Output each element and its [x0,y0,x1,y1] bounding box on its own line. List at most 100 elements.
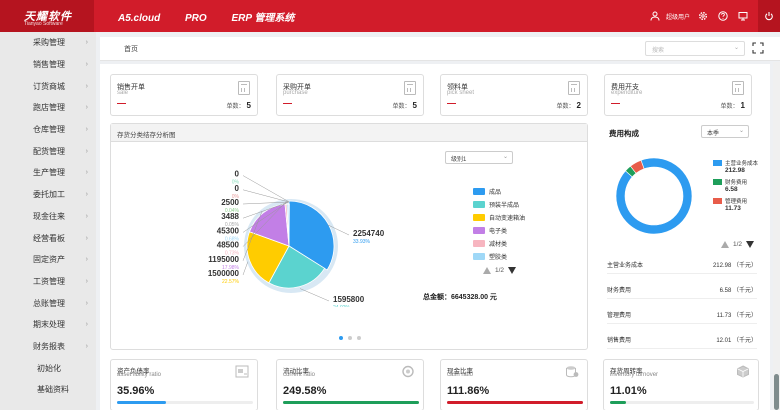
chevron-right-icon: › [85,299,88,307]
sidebar-item-cash[interactable]: 现金往来 › [0,206,96,228]
expenditure-card[interactable]: 费用开支 expenditure 单数： 1 [604,74,752,116]
inventory-legend: 成品预装半成品自动变速箱油电子类减材类塑胶类 [473,187,553,267]
page-down-icon[interactable] [508,267,517,274]
period-select[interactable]: 本季 ⌄ [701,125,749,138]
sidebar-item-label: 现金往来 [33,211,65,221]
donut-segment[interactable] [630,159,645,174]
sidebar-item-period-end[interactable]: 期末处理 › [0,314,96,336]
breadcrumb-home[interactable]: 首页 [124,46,138,53]
legend-item[interactable]: 电子类 [473,226,507,235]
legend-item[interactable]: 塑胶类 [473,252,507,261]
legend-swatch [713,160,722,166]
pie-leader-line [242,211,263,261]
chevron-right-icon: › [85,234,88,242]
sidebar-item-purchase[interactable]: 采购管理 › [0,32,96,54]
sidebar-item-ordering-mall[interactable]: 订货商城 › [0,75,96,97]
help-icon[interactable] [716,9,730,23]
inventory-turnover-card[interactable]: 存货周转率 inventory turnover 11.01% [603,359,759,410]
fullscreen-icon[interactable] [752,42,764,54]
cash-ratio-card[interactable]: 现金比率 cash ratio 111.86% [440,359,588,410]
legend-pager[interactable]: 1/2 [483,267,517,274]
sidebar-item-ledger[interactable]: 总账管理 › [0,292,96,314]
legend-label: 塑胶类 [489,255,508,261]
logo[interactable]: 天耀软件 Tianyao Software [0,0,94,32]
sidebar-item-sales[interactable]: 销售管理 › [0,54,96,76]
gear-icon[interactable] [696,9,710,23]
logo-subtext: Tianyao Software [24,21,63,27]
asset-liability-ratio-card[interactable]: 资产负债率 asset libility ratio 35.96% [110,359,258,410]
donut-segment[interactable] [615,157,693,235]
sidebar-item-production[interactable]: 生产管理 › [0,162,96,184]
nav-a5cloud[interactable]: A5.cloud [118,13,161,24]
carousel-dot[interactable] [348,336,352,340]
pie-slice[interactable] [246,231,290,284]
top-nav: A5.cloud PRO ERP 管理系统 [118,9,316,24]
scrollbar-thumb[interactable] [774,374,779,410]
chevron-down-icon: ⌄ [733,45,739,51]
sidebar-item-reports[interactable]: 财务报表 › [0,336,96,358]
card-subtitle: expenditure [611,90,643,96]
legend-value: 11.73 [725,205,741,212]
pie-value-label: 0 [235,184,240,193]
top-bar: 天耀软件 Tianyao Software A5.cloud PRO ERP 管… [0,0,780,32]
pie-leader-line [242,201,288,233]
nav-pro[interactable]: PRO [185,13,207,24]
sidebar-item-basic-data[interactable]: 基础资料 [0,379,96,401]
legend-item[interactable]: 自动变速箱油 [473,213,525,222]
sidebar-item-outsourcing[interactable]: 委托加工 › [0,184,96,206]
pie-percent-label: 0.04% [225,208,240,214]
legend-swatch [473,240,485,247]
nav-erp[interactable]: ERP 管理系统 [231,13,295,24]
carousel-dot[interactable] [357,336,361,340]
expense-pager[interactable]: 1/2 [721,241,755,248]
ratio-progress [117,401,253,404]
power-icon[interactable] [758,0,780,32]
carousel-dot[interactable] [339,336,343,340]
card-title: 现金比率 [447,368,473,375]
purchase-card[interactable]: 采购开单 purchase 单数： 5 [276,74,424,116]
expense-row: 管理费用 11.73 （千元） [607,304,757,324]
legend-item[interactable]: 成品 [473,187,501,196]
page-down-icon[interactable] [746,241,755,248]
sidebar-item-label: 仓库管理 [33,125,65,135]
page-up-icon[interactable] [721,241,729,248]
sidebar-item-init[interactable]: 初始化 [0,357,96,379]
expense-title: 费用构成 [609,129,639,138]
chevron-down-icon: ⌄ [502,154,508,160]
monitor-icon[interactable] [736,9,750,23]
ratio-progress-fill [447,401,583,404]
expense-page: 1/2 [733,241,743,248]
card-title: 领料单 [447,84,468,91]
legend-item[interactable]: 减材类 [473,239,507,248]
page-up-icon[interactable] [483,267,491,274]
sidebar-item-fixed-assets[interactable]: 固定资产 › [0,249,96,271]
current-ratio-card[interactable]: 流动比率 current ratio 249.58% [276,359,424,410]
legend-item[interactable]: 预装半成品 [473,200,519,209]
pie-slice[interactable] [268,245,326,289]
sale-card[interactable]: 销售开单 sale 单数： 5 [110,74,258,116]
user-icon[interactable] [648,9,662,23]
search-input[interactable]: 搜索 ⌄ [645,41,745,56]
sidebar-item-payroll[interactable]: 工资管理 › [0,271,96,293]
pick-sheet-card[interactable]: 领料单 pick sheet 单数： 2 [440,74,588,116]
sidebar-item-dashboard[interactable]: 经营看板 › [0,227,96,249]
pie-value-label: 3488 [221,212,239,221]
refresh-icon [402,365,414,378]
scrollbar[interactable] [773,62,780,410]
card-count: 单数： 2 [557,101,581,110]
search-placeholder: 搜索 [652,48,665,54]
main-content: 销售开单 sale 单数： 5 采购开单 purchase 单数： 5 领料单 pi… [100,64,770,410]
legend-name: 管理费用 [725,199,748,205]
pie-value-label: 2254740 [353,229,385,238]
carousel-dots[interactable] [339,336,366,340]
legend-label: 自动变速箱油 [489,216,526,222]
sidebar-item-distribution[interactable]: 配货管理 › [0,140,96,162]
sidebar-item-store-visit[interactable]: 跑店管理 › [0,97,96,119]
ratio-value: 35.96% [117,385,155,397]
user-name[interactable]: 超级用户 [665,14,690,21]
pie-value-label: 1500000 [208,269,240,278]
expense-row-value: 12.01 （千元） [716,338,757,344]
expense-legend: 主营业务成本 212.98 财务费用 6.58 管理费用 11.73 [713,159,758,212]
level-select[interactable]: 级别1 ⌄ [445,151,513,164]
sidebar-item-warehouse[interactable]: 仓库管理 › [0,119,96,141]
